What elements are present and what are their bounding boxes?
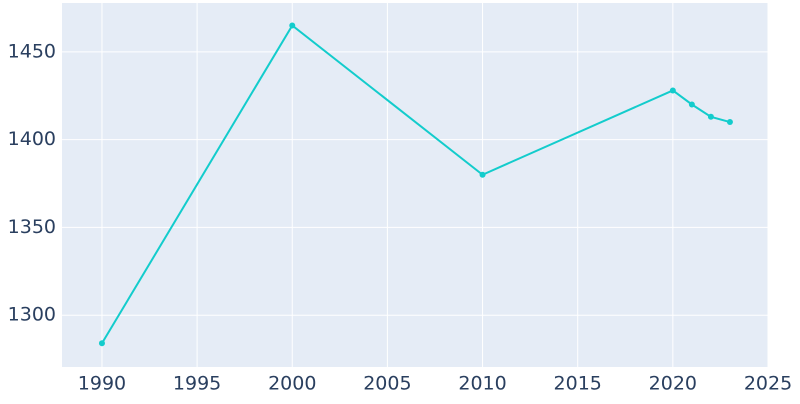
x-tick-label: 2020 [649,373,697,395]
y-tick-label: 1350 [8,216,56,238]
point [688,101,695,108]
point [707,113,714,120]
x-tick-label: 1995 [173,373,221,395]
point [289,22,296,29]
y-tick-label: 1300 [8,304,56,326]
x-tick-label: 2000 [268,373,316,395]
x-tick-label: 1990 [78,373,126,395]
point [726,119,733,126]
x-tick-label: 2010 [458,373,506,395]
x-tick-label: 2005 [363,373,411,395]
point [98,340,105,347]
x-tick-label: 2015 [554,373,602,395]
x-tick-label: 2025 [744,373,792,395]
y-tick-label: 1450 [8,40,56,62]
plot-area [62,3,768,367]
point [479,171,486,178]
point [669,87,676,94]
y-tick-label: 1400 [8,128,56,150]
